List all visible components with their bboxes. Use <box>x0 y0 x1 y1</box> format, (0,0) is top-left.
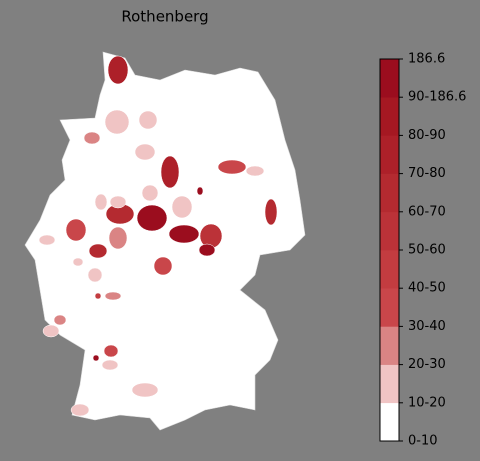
region <box>217 159 247 175</box>
colorbar-band <box>380 326 399 365</box>
colorbar-label: 80-90 <box>408 128 446 143</box>
region <box>88 243 108 259</box>
region <box>53 314 67 326</box>
region <box>92 354 100 362</box>
region <box>198 243 216 257</box>
region <box>103 344 119 358</box>
colorbar-band <box>380 288 399 327</box>
colorbar-label: 40-50 <box>408 281 446 296</box>
colorbar-label: 20-30 <box>408 357 446 372</box>
region <box>131 382 159 398</box>
region <box>38 234 56 246</box>
region <box>65 218 87 242</box>
colorbar: 0-10 10-20 20-30 30-40 40-50 50-60 60-70 70-80 8… <box>380 52 466 449</box>
region <box>83 131 101 145</box>
region <box>153 256 173 276</box>
region <box>134 143 156 161</box>
region <box>94 292 102 300</box>
colorbar-band <box>380 173 399 213</box>
colorbar-label: 0-10 <box>408 434 438 449</box>
region <box>160 155 180 189</box>
colorbar-band <box>380 135 399 174</box>
region <box>196 186 204 196</box>
colorbar-label: 30-40 <box>408 319 446 334</box>
colorbar-label: 50-60 <box>408 243 446 258</box>
colorbar-label: 186.6 <box>408 52 445 67</box>
region <box>245 165 265 177</box>
country-outline <box>24 51 306 431</box>
region <box>42 324 60 338</box>
colorbar-band <box>380 364 399 404</box>
region <box>168 224 200 244</box>
region <box>72 257 84 267</box>
regions <box>38 55 278 417</box>
colorbar-frame <box>379 58 400 442</box>
colorbar-band <box>380 402 399 442</box>
region <box>108 226 128 250</box>
region <box>171 195 193 219</box>
region <box>136 204 168 232</box>
region <box>109 195 127 209</box>
map-title: Rothenberg <box>121 8 208 26</box>
region <box>70 403 90 417</box>
colorbar-label: 10-20 <box>408 395 446 410</box>
region <box>94 193 108 211</box>
region <box>104 109 130 135</box>
region <box>264 198 278 226</box>
colorbar-band <box>380 97 399 136</box>
region <box>107 55 129 85</box>
colorbar-band <box>380 211 399 251</box>
region <box>104 291 122 301</box>
region <box>138 110 158 130</box>
colorbar-label: 70-80 <box>408 166 446 181</box>
colorbar-label: 60-70 <box>408 204 446 219</box>
colorbar-band <box>380 250 399 289</box>
region <box>141 184 159 202</box>
region <box>87 267 103 283</box>
colorbar-label: 90-186.6 <box>408 90 466 105</box>
colorbar-band <box>380 59 399 98</box>
region <box>101 359 119 371</box>
